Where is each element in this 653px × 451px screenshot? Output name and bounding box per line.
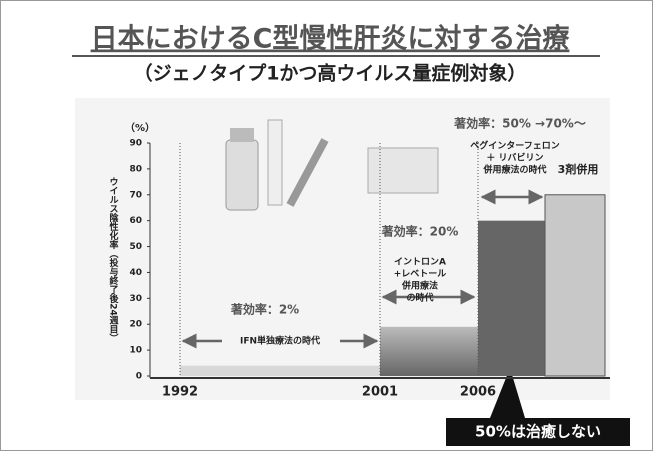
y-tick-label: 70 (129, 190, 142, 200)
annotation: の時代 (406, 292, 433, 304)
y-tick-label: 60 (129, 216, 142, 226)
annotation: 著効率：50% →70%～ (453, 116, 586, 131)
bar (380, 327, 478, 376)
bar (478, 221, 545, 376)
y-tick-label: 40 (129, 268, 142, 278)
annotation: ＋ リバビリン (486, 152, 543, 164)
annotation: 50%は治癒しない (475, 423, 601, 441)
bar (545, 195, 605, 376)
y-tick-label: 50 (129, 242, 142, 252)
x-tick-label: 2006 (460, 385, 496, 400)
title: 日本におけるC型慢性肝炎に対する治療 (91, 24, 571, 55)
annotation: 併用療法 (401, 280, 438, 292)
x-tick-label: 2001 (362, 385, 398, 400)
annotation: IFN単独療法の時代 (240, 335, 320, 347)
y-tick-label: 30 (129, 294, 142, 304)
slide: 日本におけるC型慢性肝炎に対する治療 （ジェノタイプ1かつ高ウイルス量症例対象）… (0, 0, 653, 451)
bar (180, 366, 380, 376)
y-axis-label: ウイルス陰性化率（投与終了後24週目） (108, 177, 120, 343)
annotation: 併用療法の時代 (482, 164, 546, 176)
y-tick-label: 0 (136, 372, 142, 382)
x-tick-label: 1992 (162, 385, 198, 400)
y-unit: （%） (125, 121, 155, 134)
y-tick-label: 80 (129, 164, 142, 174)
annotation: 著効率：2% (230, 302, 299, 317)
annotation: 3剤併用 (558, 162, 599, 176)
y-tick-label: 10 (129, 346, 142, 356)
annotation: 著効率：20% (381, 224, 459, 239)
subtitle: （ジェノタイプ1かつ高ウイルス量症例対象） (134, 62, 527, 85)
y-tick-label: 20 (129, 320, 142, 330)
annotation: ペグインターフェロン (470, 140, 559, 152)
annotation: +レベトール (394, 269, 447, 280)
y-tick-label: 90 (129, 139, 142, 149)
annotation: イントロンA (394, 257, 446, 268)
